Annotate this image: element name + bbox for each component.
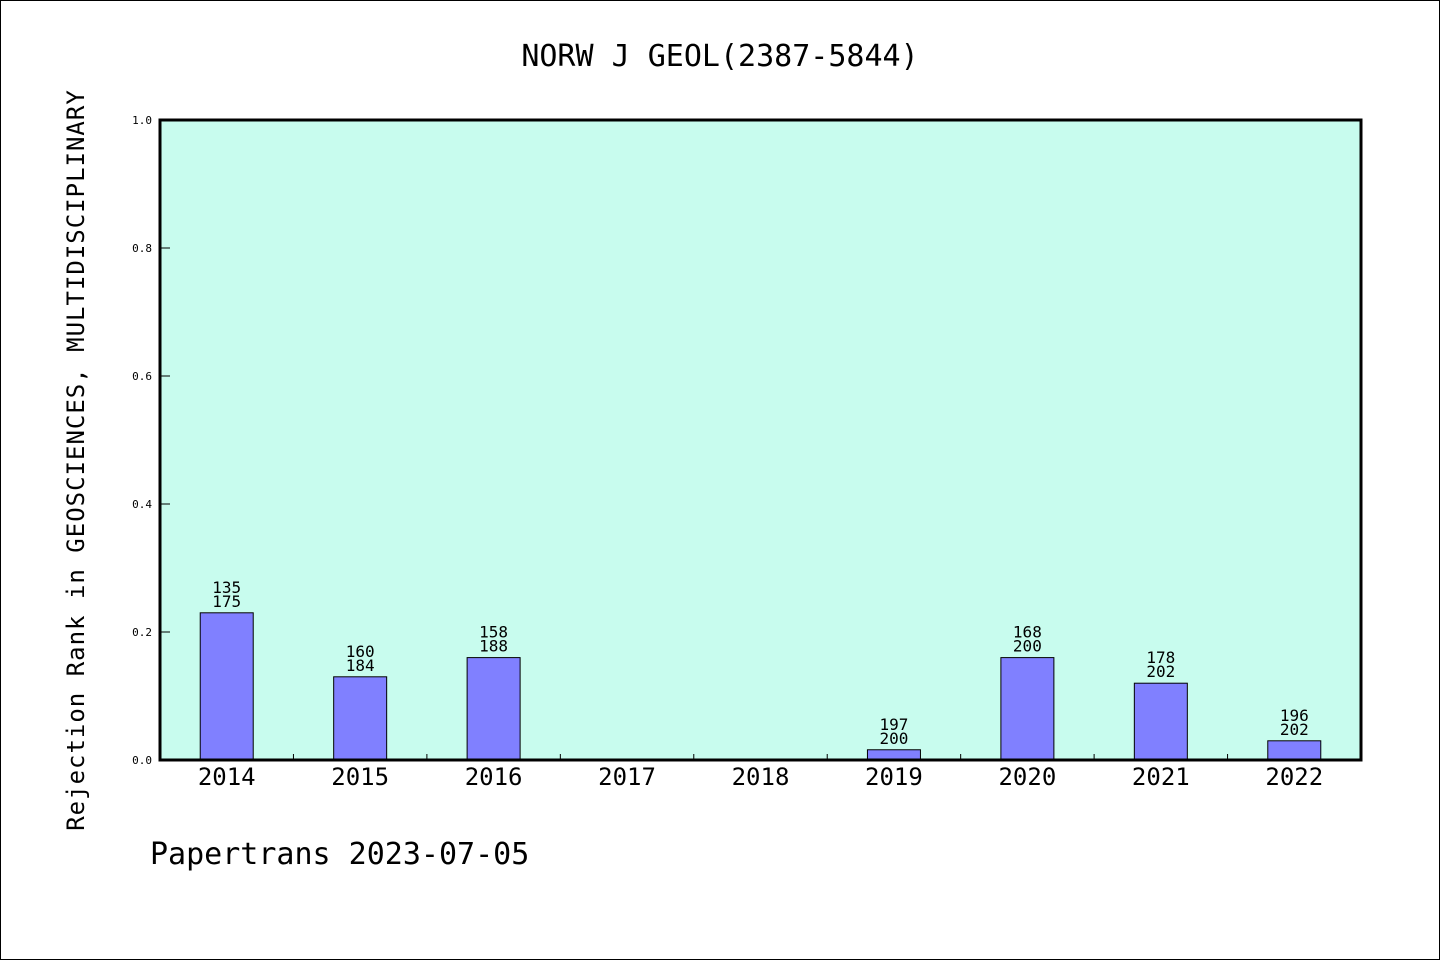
y-tick-label: 0.2 — [132, 626, 152, 639]
y-tick-label: 0.0 — [132, 754, 152, 767]
bars-group: 1351751601841581881972001682001782021962… — [199, 578, 1322, 761]
data-label-top-2022: 196 — [1280, 706, 1309, 725]
data-label-top-2015: 160 — [346, 642, 375, 661]
y-axis-label: Rejection Rank in GEOSCIENCES, MULTIDISC… — [62, 89, 90, 831]
bar-2014 — [199, 612, 254, 761]
plot-border — [158, 118, 1363, 762]
bar-2022 — [1267, 740, 1322, 761]
y-tick-label: 0.8 — [132, 242, 152, 255]
x-tick-label-2015: 2015 — [331, 763, 389, 791]
bar-2016 — [466, 657, 521, 761]
data-label-bottom-2019: 200 — [879, 729, 908, 748]
bar-2020 — [1000, 657, 1055, 761]
x-tick-label-2022: 2022 — [1265, 763, 1323, 791]
bar-2015 — [333, 676, 388, 761]
x-tick-label-2014: 2014 — [198, 763, 256, 791]
footer-text: Papertrans 2023-07-05 — [150, 837, 529, 872]
y-ticks-group: 0.0 0.2 0.4 0.6 0.8 1.0 — [132, 114, 170, 767]
data-label-bottom-2014: 175 — [212, 592, 241, 611]
plot-area — [160, 120, 1361, 760]
y-tick-label: 0.4 — [132, 498, 152, 511]
data-label-bottom-2016: 188 — [479, 637, 508, 656]
x-tick-label-2018: 2018 — [732, 763, 790, 791]
bar-2021 — [1133, 682, 1188, 761]
data-label-top-2016: 158 — [479, 623, 508, 642]
data-label-bottom-2021: 202 — [1146, 662, 1175, 681]
x-ticks-group: 2014 2015 2016 2017 2018 2019 2020 2021 2022 — [198, 754, 1323, 791]
chart-title: NORW J GEOL(2387-5844) — [521, 39, 918, 74]
x-tick-label-2020: 2020 — [998, 763, 1056, 791]
x-tick-label-2016: 2016 — [465, 763, 523, 791]
data-label-bottom-2020: 200 — [1013, 637, 1042, 656]
y-tick-label: 0.6 — [132, 370, 152, 383]
x-tick-label-2017: 2017 — [598, 763, 656, 791]
x-tick-label-2021: 2021 — [1132, 763, 1190, 791]
data-label-top-2020: 168 — [1013, 623, 1042, 642]
data-label-top-2019: 197 — [879, 715, 908, 734]
data-label-bottom-2015: 184 — [346, 656, 375, 675]
data-label-bottom-2022: 202 — [1280, 720, 1309, 739]
data-label-top-2014: 135 — [212, 578, 241, 597]
x-tick-label-2019: 2019 — [865, 763, 923, 791]
bar-2019 — [866, 749, 921, 761]
y-tick-label: 1.0 — [132, 114, 152, 127]
data-label-top-2021: 178 — [1146, 648, 1175, 667]
